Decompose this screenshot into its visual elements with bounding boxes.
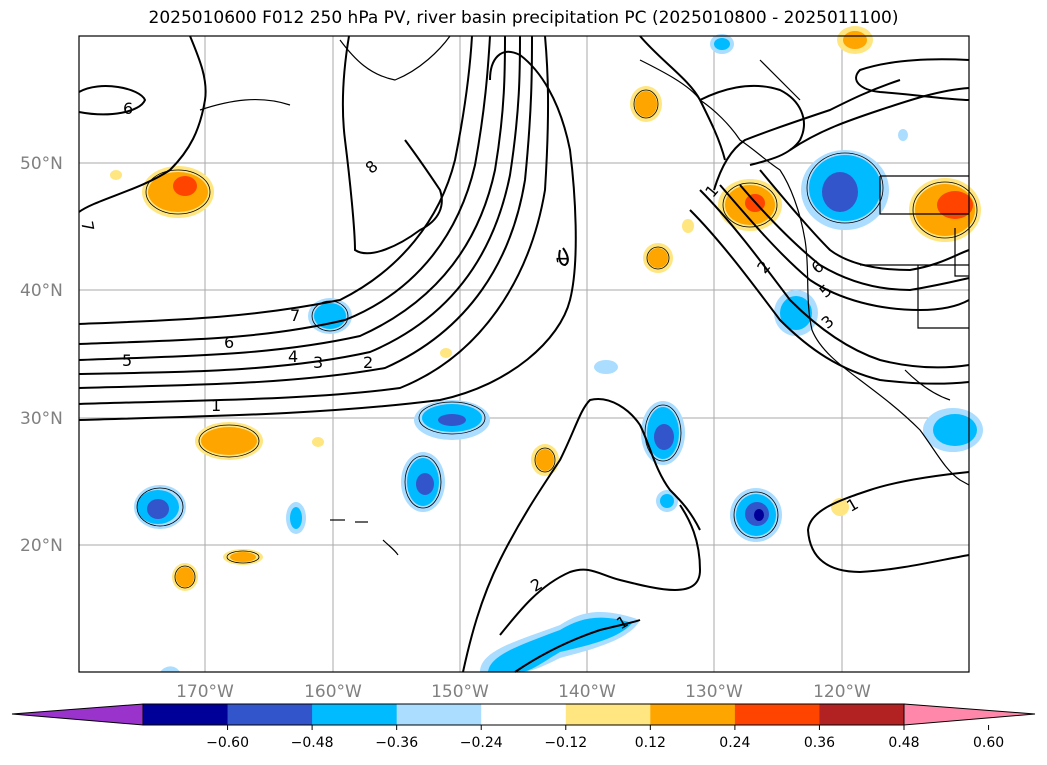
lat-label: 20°N [20,536,63,556]
map-title: 2025010600 F012 250 hPa PV, river basin … [148,8,899,28]
contour-label: 7 [290,306,300,325]
contour-label: 1 [211,396,221,415]
precip-outline [136,89,978,589]
colorbar-tick-label: −0.48 [291,735,334,751]
colorbar-segment [819,704,905,725]
colorbar-min-extension [11,703,144,726]
lon-label: 140°W [558,682,616,702]
lon-label: 170°W [176,682,234,702]
colorbar-segment [312,704,398,725]
contour-label: 6 [123,99,133,118]
contour-label: 4 [288,347,298,366]
colorbar-segment [481,704,567,725]
colorbar-tick-label: −0.12 [544,735,587,751]
colorbar-tick-label: −0.60 [206,735,249,751]
lat-label: 50°N [20,154,63,174]
colorbar-segment [227,704,313,725]
colorbar-tick-label: 0.60 [973,735,1004,751]
colorbar-tick-label: 0.48 [888,735,919,751]
colorbar-segment [734,704,820,725]
contour-label: 1 [553,254,572,264]
lat-label: 40°N [20,281,63,301]
map-panel: 6 8 7 7 6 5 4 3 2 1 1 2 1 1 2 6 5 3 1 [77,26,983,673]
lat-label: 30°N [20,409,63,429]
contour-label: 2 [363,353,373,372]
colorbar-segment [396,704,482,725]
colorbar-segment [565,704,651,725]
lon-label: 130°W [685,682,743,702]
colorbar-tick-label: 0.24 [719,735,750,751]
colorbar-tick-label: 0.36 [804,735,835,751]
coastlines [199,35,970,556]
latitude-labels: 50°N 40°N 30°N 20°N [20,154,63,556]
colorbar-tick-label: 0.12 [635,735,666,751]
colorbar-max-extension [903,703,1036,726]
colorbar: −0.60 −0.48 −0.36 −0.24 −0.12 0.12 0.24 0.36 0.4… [11,703,1036,751]
contour-label: 7 [77,220,97,233]
colorbar-tick-label: −0.36 [375,735,418,751]
lon-label: 120°W [813,682,871,702]
colorbar-tick-label: −0.24 [460,735,503,751]
longitude-labels: 170°W 160°W 150°W 140°W 130°W 120°W [176,682,871,702]
colorbar-segment [650,704,736,725]
contour-label: 3 [313,353,323,372]
lon-label: 160°W [304,682,362,702]
pv-contours [78,35,970,673]
contour-label: 5 [122,351,132,370]
colorbar-segment [143,704,229,725]
lon-label: 150°W [431,682,489,702]
contour-label: 6 [224,333,234,352]
